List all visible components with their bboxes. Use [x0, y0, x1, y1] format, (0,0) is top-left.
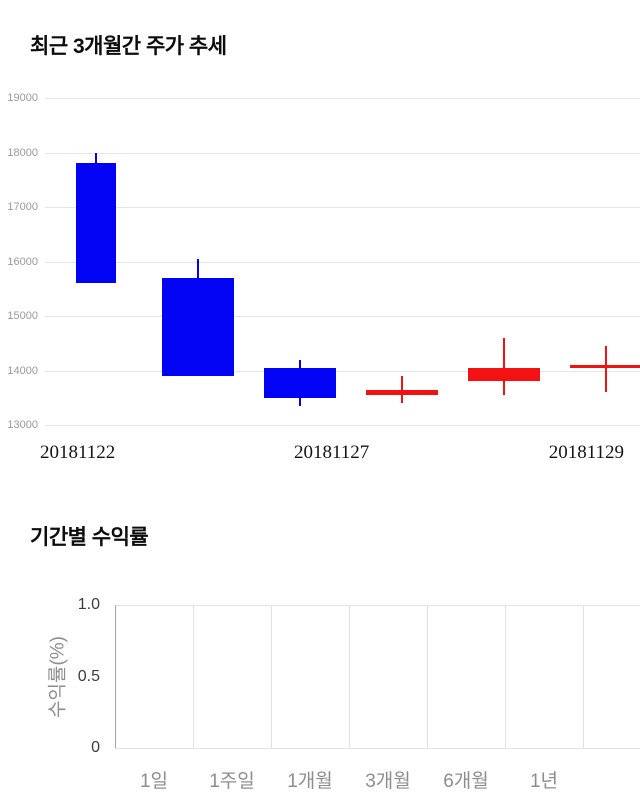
returns-category-gridline	[583, 605, 584, 748]
returns-category-gridline	[349, 605, 350, 748]
returns-y-axis-line	[115, 605, 116, 748]
candle-wick	[605, 346, 607, 393]
returns-bar-chart: 수익률(%) 0 0.5 1.0 1일 1주일 1개월 3개월 6개월 1년	[0, 490, 640, 810]
returns-title: 기간별 수익률	[30, 526, 149, 549]
price-candlestick-chart: 20181122 20181127 20181129 19000 18000 170…	[7, 92, 640, 463]
returns-category-label: 1일	[139, 771, 169, 792]
price-y-tick-label: 15000	[7, 310, 38, 322]
x-tick-label-last: 20181129	[548, 442, 624, 463]
price-y-tick-label: 19000	[7, 92, 38, 104]
price-gridline	[45, 207, 640, 208]
price-gridline	[45, 152, 640, 154]
candle-body	[76, 163, 116, 284]
x-tick-label-middle: 20181127	[294, 442, 370, 463]
candle-body	[468, 367, 540, 382]
returns-gridline	[115, 605, 640, 606]
price-y-tick-label: 16000	[7, 255, 38, 268]
x-tick-label-first: 20181122	[40, 442, 116, 463]
price-gridline	[45, 316, 640, 317]
candle-body	[570, 365, 640, 369]
price-y-tick-label: 17000	[7, 201, 38, 213]
returns-y-tick-label: 0.5	[77, 667, 100, 685]
price-gridline	[45, 261, 640, 263]
returns-category-label: 1개월	[287, 771, 333, 792]
returns-category-gridline	[271, 605, 272, 748]
candle-wick	[401, 375, 403, 404]
price-y-tick-label: 14000	[7, 364, 38, 377]
returns-category-gridline	[427, 605, 428, 748]
returns-category-gridline	[193, 605, 194, 748]
returns-category-label: 3개월	[365, 771, 411, 792]
candle-body	[264, 367, 336, 398]
candle-body	[162, 277, 234, 376]
returns-category-label: 1주일	[209, 771, 255, 792]
price-gridline	[45, 98, 640, 99]
returns-category-label: 6개월	[443, 771, 489, 792]
candle-body	[366, 389, 438, 395]
candle-wick	[503, 337, 505, 395]
returns-y-tick-label: 0	[91, 739, 100, 756]
price-gridline	[45, 425, 640, 426]
returns-category-gridline	[505, 605, 506, 748]
returns-gridline	[115, 748, 640, 749]
price-gridline	[45, 370, 640, 372]
price-trend-title: 최근 3개월간 주가 추세	[30, 35, 227, 58]
price-y-tick-label: 13000	[7, 419, 38, 431]
returns-y-tick-label: 1.0	[77, 596, 100, 613]
returns-category-label: 1년	[529, 771, 559, 792]
price-y-tick-label: 18000	[7, 146, 38, 159]
